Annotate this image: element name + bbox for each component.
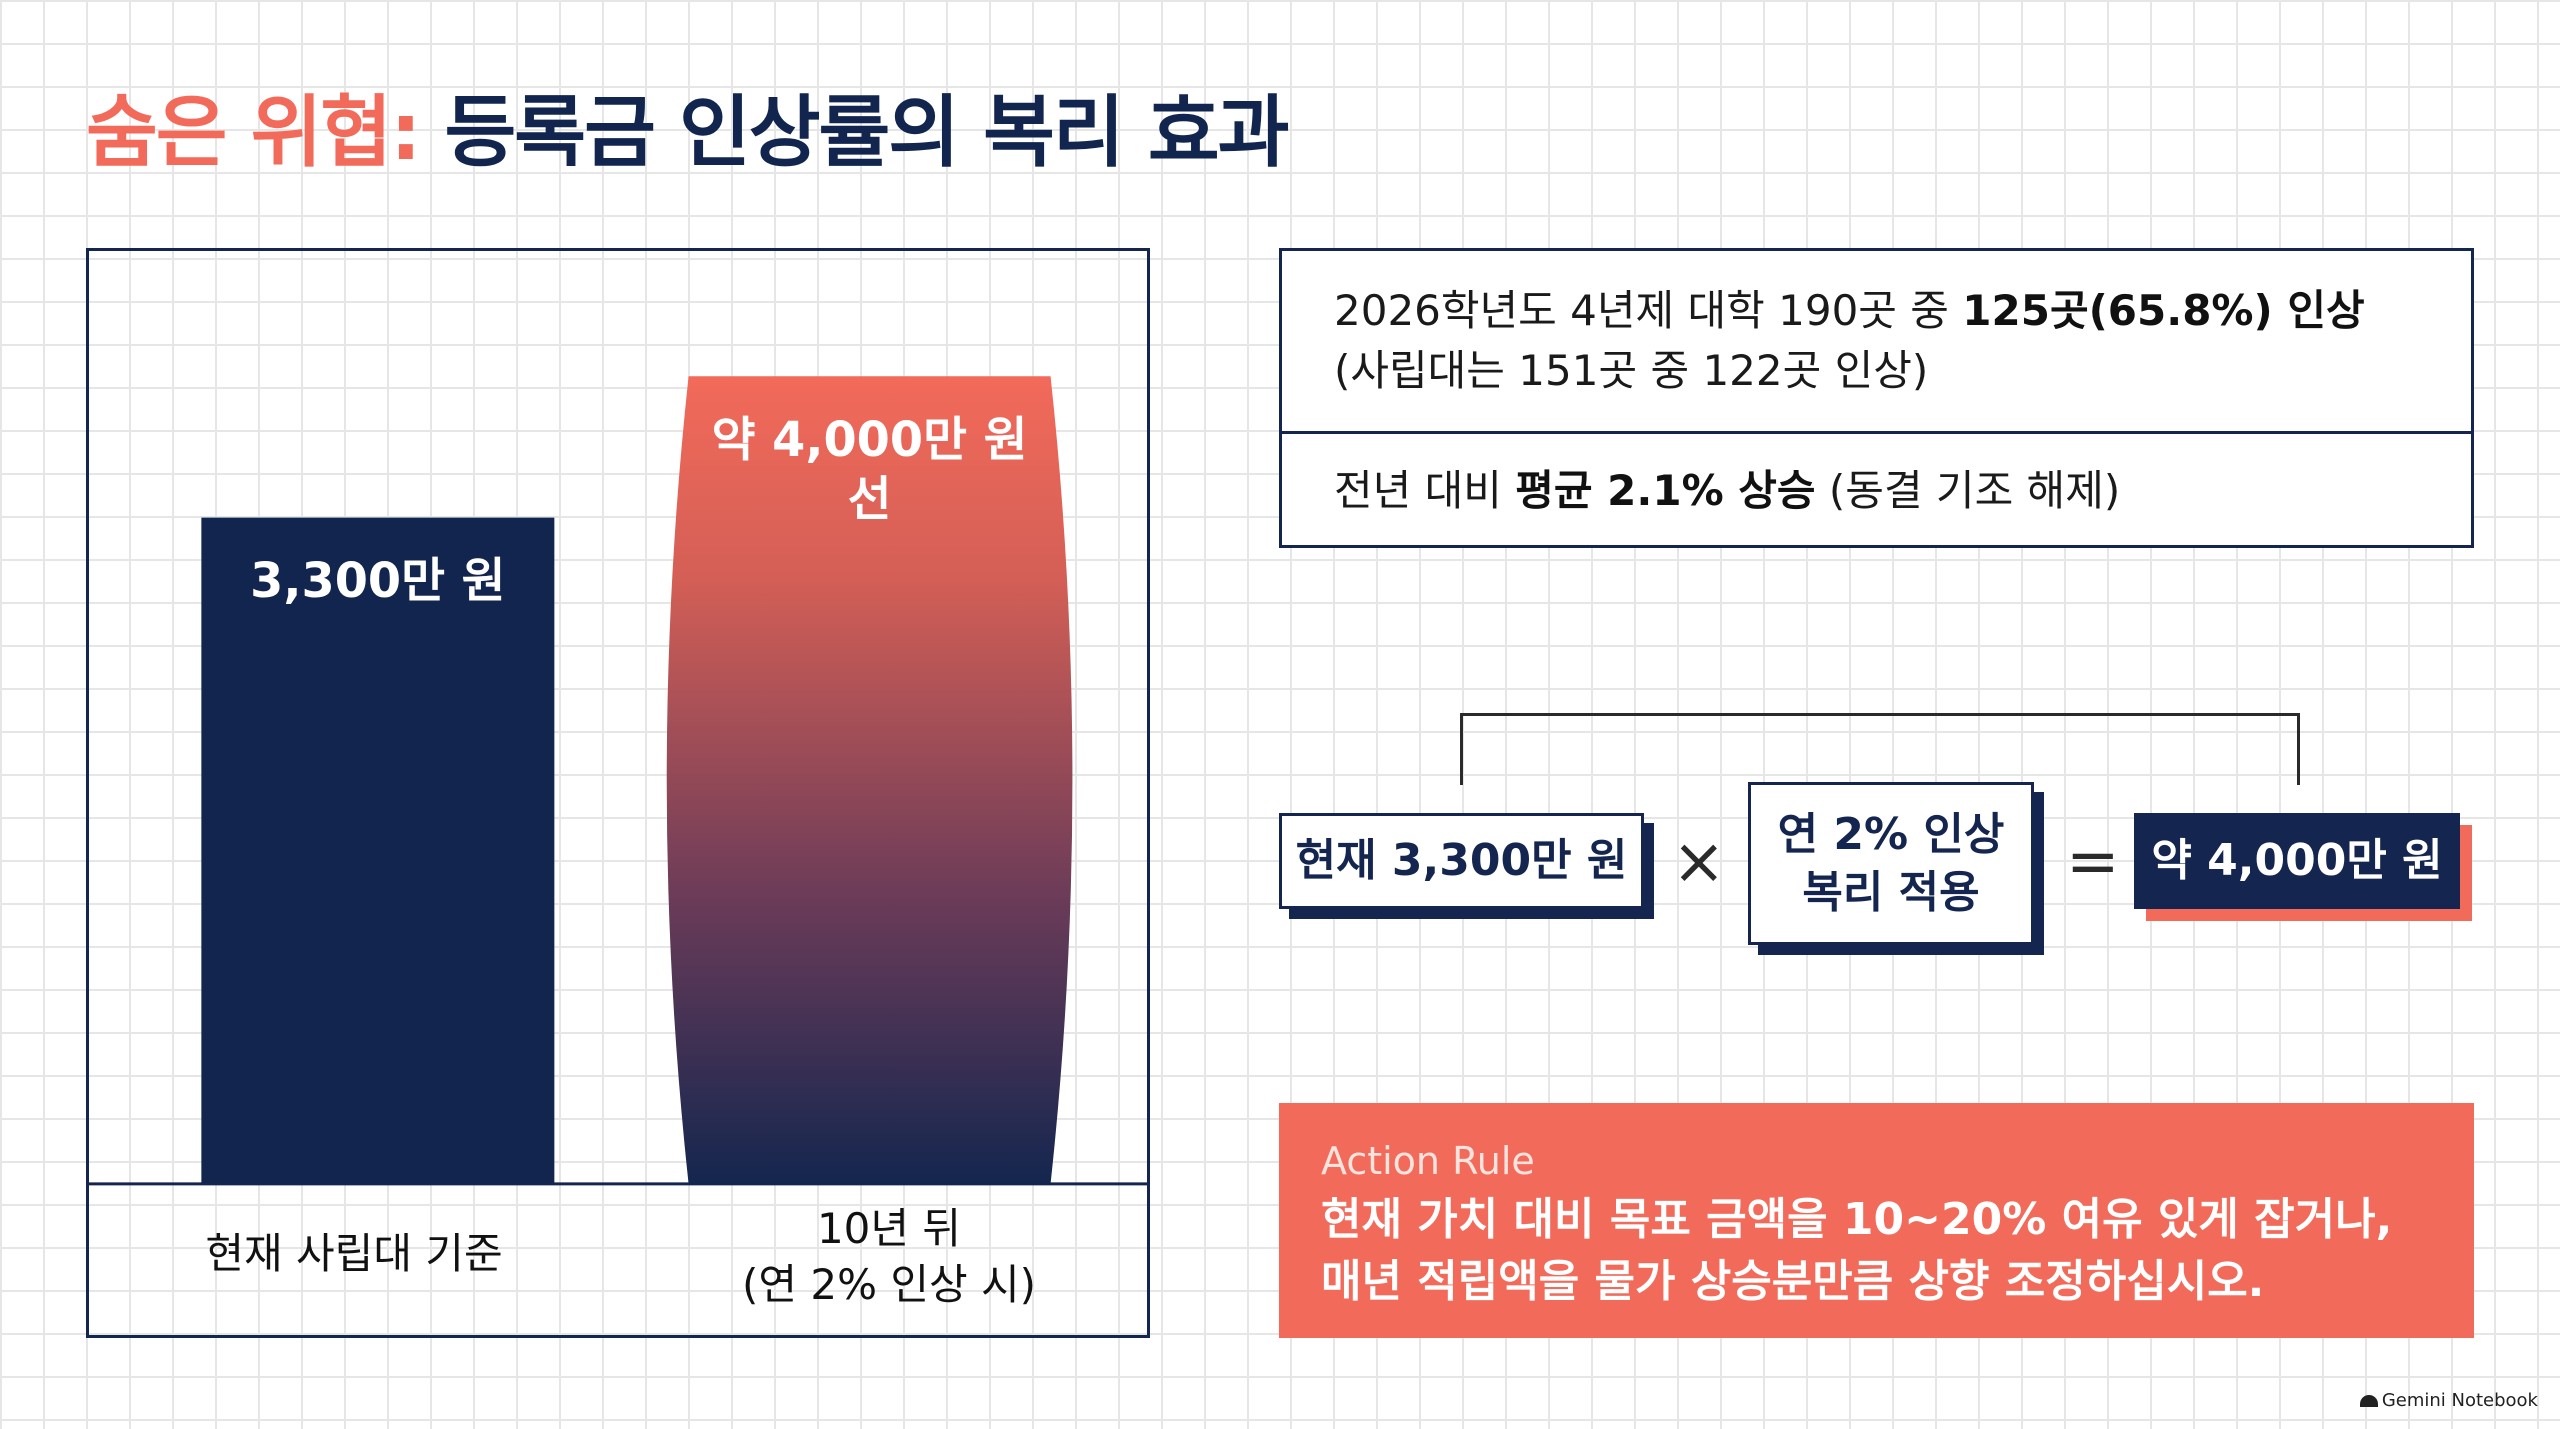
- equation-current-amount: 현재 3,300만 원: [1279, 813, 1644, 909]
- info-highlight: 125곳(65.8%) 인상: [1962, 286, 2365, 335]
- title-main: 등록금 인상률의 복리 효과: [444, 88, 1290, 178]
- action-rule-box: Action Rule 현재 가치 대비 목표 금액을 10~20% 여유 있게…: [1279, 1103, 2474, 1338]
- stats-info-box: 2026학년도 4년제 대학 190곳 중 125곳(65.8%) 인상 (사립…: [1279, 248, 2474, 548]
- info-text: 전년 대비: [1334, 466, 1516, 515]
- equation-rate: 연 2% 인상 복리 적용: [1748, 782, 2034, 945]
- info-highlight: 평균 2.1% 상승: [1515, 466, 1816, 515]
- equation-bracket: [1460, 713, 2300, 785]
- brand-footer: Gemini Notebook: [2359, 1390, 2538, 1411]
- title-accent: 숨은 위협:: [86, 88, 421, 178]
- page-title: 숨은 위협: 등록금 인상률의 복리 효과: [86, 70, 1290, 182]
- x-tick-label-line1: 10년 뒤: [816, 1204, 962, 1253]
- x-tick-label-line2: (연 2% 인상 시): [741, 1260, 1036, 1309]
- info-text: (동결 기조 해제): [1815, 466, 2121, 515]
- info-row-raise-count: 2026학년도 4년제 대학 190곳 중 125곳(65.8%) 인상 (사립…: [1334, 281, 2365, 401]
- equals-operator: =: [2066, 825, 2120, 899]
- action-rule-line2: 매년 적립액을 물가 상승분만큼 상향 조정하십시오.: [1321, 1256, 2265, 1307]
- multiply-operator: ×: [1672, 825, 1726, 899]
- bar-1: [201, 517, 555, 1184]
- info-row-average: 전년 대비 평균 2.1% 상승 (동결 기조 해제): [1334, 461, 2120, 521]
- brand-name: Gemini Notebook: [2381, 1390, 2538, 1411]
- x-tick-label: 10년 뒤 (연 2% 인상 시): [679, 1201, 1099, 1313]
- action-rule-text: 현재 가치 대비 목표 금액을 10~20% 여유 있게 잡거나, 매년 적립액…: [1321, 1189, 2432, 1313]
- brand-logo-icon: [2359, 1394, 2378, 1407]
- equation-result: 약 4,000만 원: [2134, 813, 2460, 909]
- action-rule-line1: 현재 가치 대비 목표 금액을 10~20% 여유 있게 잡거나,: [1321, 1194, 2393, 1245]
- info-subtext: (사립대는 151곳 중 122곳 인상): [1334, 346, 1929, 395]
- info-divider: [1282, 431, 2471, 434]
- info-text: 2026학년도 4년제 대학 190곳 중: [1334, 286, 1963, 335]
- equation-rate-line1: 연 2% 인상: [1777, 808, 2005, 860]
- x-tick-label: 현재 사립대 기준: [205, 1229, 503, 1278]
- action-rule-title: Action Rule: [1321, 1139, 1535, 1183]
- bar-2: [666, 376, 1073, 1184]
- equation-rate-line2: 복리 적용: [1802, 866, 1980, 918]
- data-label: 3,300만 원: [250, 554, 505, 609]
